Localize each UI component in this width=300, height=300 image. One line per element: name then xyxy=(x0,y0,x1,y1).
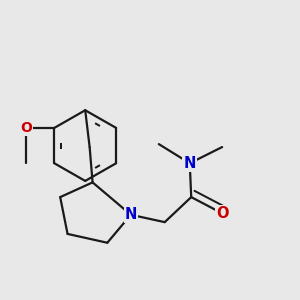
Text: N: N xyxy=(125,207,137,222)
Text: O: O xyxy=(216,206,228,221)
Text: O: O xyxy=(20,121,32,135)
Text: N: N xyxy=(184,156,196,171)
